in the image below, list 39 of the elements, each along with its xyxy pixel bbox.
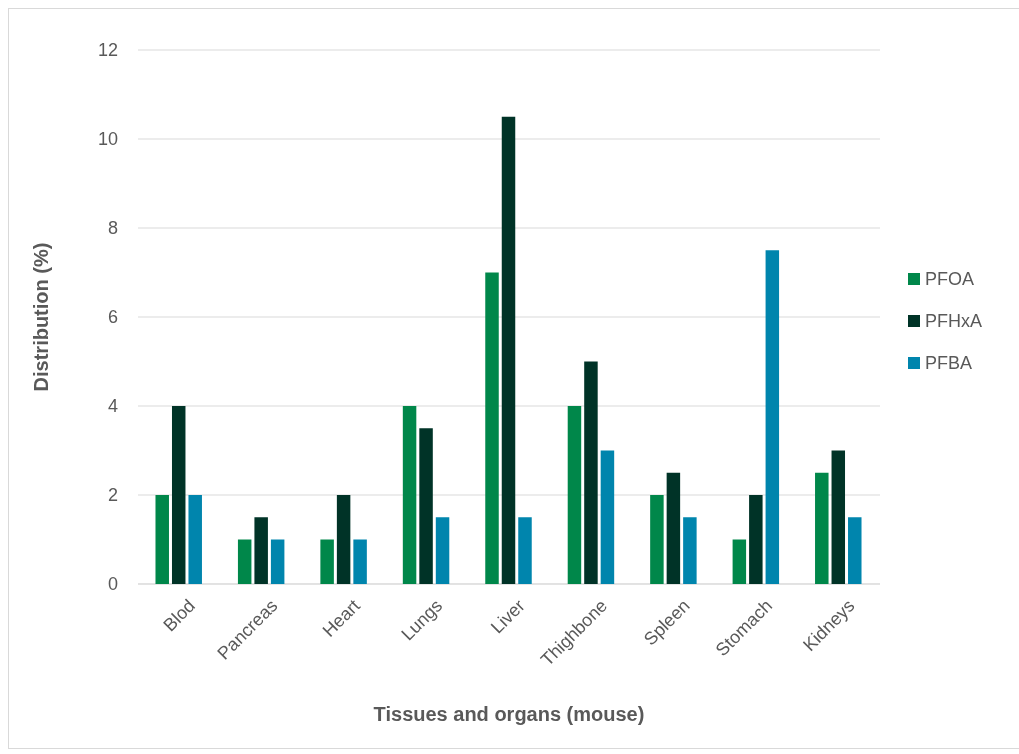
bar — [765, 250, 780, 584]
legend-label: PFBA — [925, 353, 973, 374]
bar — [419, 428, 433, 584]
bar — [831, 450, 846, 584]
bar — [848, 517, 862, 584]
y-axis-title: Distribution (%) — [30, 242, 52, 392]
bar — [402, 406, 417, 584]
bar — [188, 495, 202, 584]
bar — [435, 517, 450, 584]
bar — [518, 517, 532, 584]
bar — [584, 361, 598, 584]
bar — [155, 495, 169, 584]
legend-label: PFHxA — [925, 311, 983, 332]
bar — [270, 539, 285, 584]
y-tick-label: 2 — [107, 485, 118, 506]
y-tick-label: 0 — [107, 574, 118, 595]
bar — [320, 539, 334, 584]
bar — [683, 517, 697, 584]
bar — [336, 495, 351, 584]
bar — [353, 539, 367, 584]
y-tick-label: 10 — [97, 129, 118, 150]
bar — [666, 472, 681, 584]
y-tick-label: 6 — [107, 307, 118, 328]
bar — [171, 406, 186, 584]
y-tick-label: 4 — [107, 396, 118, 417]
bar — [567, 406, 582, 584]
legend-label: PFOA — [925, 269, 975, 290]
x-axis-title: Tissues and organs (mouse) — [373, 703, 645, 725]
bar — [600, 450, 615, 584]
bar — [237, 539, 252, 584]
bar — [254, 517, 268, 584]
y-tick-label: 8 — [107, 218, 118, 239]
bar — [501, 116, 516, 584]
y-tick-label: 12 — [97, 40, 118, 61]
bar — [485, 272, 499, 584]
bar — [815, 472, 829, 584]
bar — [749, 495, 763, 584]
bar — [732, 539, 747, 584]
bar — [650, 495, 664, 584]
